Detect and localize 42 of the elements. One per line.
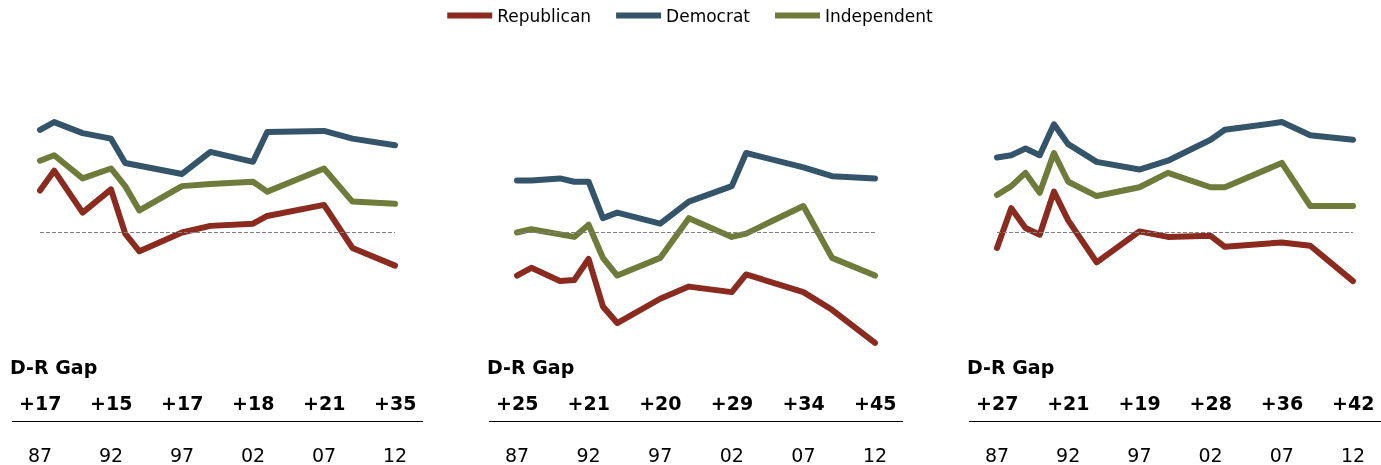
text: +21 [303,392,346,414]
text: +28 [1189,392,1232,414]
text: +17 [161,392,204,414]
x-tick-label: 92 [1056,443,1081,465]
x-tick-label: 02 [719,443,744,465]
x-tick-label: 02 [1198,443,1223,465]
x-tick-label: 12 [1340,443,1366,465]
x-tick-label: 97 [1127,443,1152,465]
x-tick-label: 97 [648,443,673,465]
legend-label: Republican [497,5,592,26]
text: +15 [90,392,133,414]
text: D-R Gap [967,356,1055,378]
text: +25 [496,392,539,414]
text: +20 [639,392,682,414]
x-tick-label: 92 [576,443,601,465]
x-tick-label: 07 [311,443,337,465]
x-tick-label: 87 [504,443,530,465]
x-tick-label: 07 [1269,443,1294,465]
x-tick-label: 12 [382,443,408,465]
x-tick-label: 87 [984,443,1010,465]
text: +21 [567,392,610,414]
x-tick-label: 97 [169,443,195,465]
text: +27 [976,392,1019,414]
text: +45 [854,392,897,414]
text: +21 [1047,392,1090,414]
x-tick-label: 92 [98,443,124,465]
text: +35 [374,392,417,414]
text: +29 [710,392,754,414]
text: +18 [232,392,275,414]
text: +34 [782,392,825,414]
legend-label: Independent [825,5,934,26]
text: +36 [1260,392,1304,414]
x-tick-label: 87 [27,443,53,465]
x-tick-label: 07 [791,443,816,465]
text: D-R Gap [10,356,98,378]
text: D-R Gap [487,356,575,378]
text: +17 [19,392,62,414]
text: +42 [1332,392,1375,414]
legend-label: Democrat [666,5,751,26]
text: +19 [1118,392,1161,414]
x-tick-label: 02 [240,443,266,465]
x-tick-label: 12 [862,443,888,465]
